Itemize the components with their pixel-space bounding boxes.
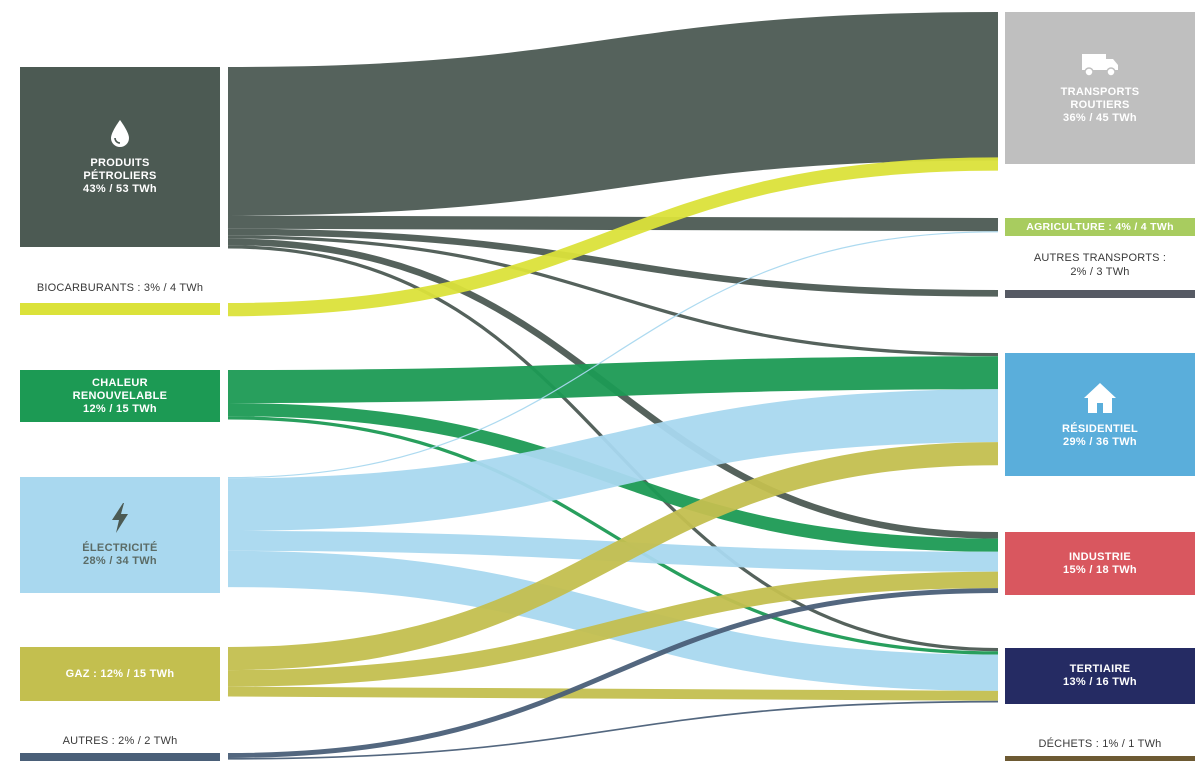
target-agriculture: AGRICULTURE : 4% / 4 TWh <box>1005 218 1195 236</box>
target-residentiel: RÉSIDENTIEL 29% / 36 TWh <box>1005 353 1195 476</box>
source-chaleur-line2: RENOUVELABLE <box>72 389 168 402</box>
source-petrole-value: 43% / 53 TWh <box>83 182 157 195</box>
target-agriculture-label: AGRICULTURE : 4% / 4 TWh <box>1026 220 1174 233</box>
source-bio <box>20 303 220 315</box>
source-chaleur-value: 12% / 15 TWh <box>83 402 157 415</box>
source-petrole: PRODUITS PÉTROLIERS 43% / 53 TWh <box>20 67 220 247</box>
source-elec-line1: ÉLECTRICITÉ <box>82 542 158 554</box>
flow-petrole-to-agriculture <box>227 215 999 232</box>
flow-autres-to-industrie <box>227 588 999 758</box>
target-autres-transports <box>1005 290 1195 298</box>
house-icon <box>1084 382 1116 413</box>
source-autres-label: AUTRES : 2% / 2 TWh <box>62 735 178 747</box>
target-industrie-value: 15% / 18 TWh <box>1063 563 1137 576</box>
target-tertiaire-value: 13% / 16 TWh <box>1063 676 1137 688</box>
target-dechets <box>1005 756 1195 761</box>
source-petrole-line1: PRODUITS <box>90 156 150 169</box>
lightning-icon <box>112 503 128 533</box>
target-autres-transports-label: AUTRES TRANSPORTS : 2% / 3 TWh <box>1005 251 1195 279</box>
flow-petrole-to-autres_transports <box>227 228 999 297</box>
target-transports-line1: TRANSPORTS <box>1060 85 1140 98</box>
target-transports: TRANSPORTS ROUTIERS 36% / 45 TWh <box>1005 12 1195 164</box>
source-petrole-line2: PÉTROLIERS <box>83 169 157 182</box>
drop-icon <box>111 119 129 147</box>
target-autres-transports-line1: AUTRES TRANSPORTS : <box>1033 252 1167 264</box>
source-gaz: GAZ : 12% / 15 TWh <box>20 647 220 701</box>
flow-gaz-to-residentiel <box>227 442 999 671</box>
target-residentiel-line1: RÉSIDENTIEL <box>1061 422 1139 435</box>
target-industrie-line1: INDUSTRIE <box>1069 550 1131 563</box>
target-industrie: INDUSTRIE 15% / 18 TWh <box>1005 532 1195 595</box>
source-elec: ÉLECTRICITÉ 28% / 34 TWh <box>20 477 220 593</box>
flow-chaleur-to-residentiel <box>227 356 999 403</box>
target-tertiaire: TERTIAIRE 13% / 16 TWh <box>1005 648 1195 704</box>
source-bio-label: BIOCARBURANTS : 3% / 4 TWh <box>36 282 204 294</box>
truck-icon <box>1082 53 1118 77</box>
flow-bio-to-transports <box>227 157 999 317</box>
flow-petrole-to-residentiel <box>227 235 999 357</box>
flow-elec-to-residentiel <box>227 389 999 531</box>
flow-layer <box>227 12 999 760</box>
flow-elec-to-agriculture <box>227 231 999 479</box>
flow-gaz-to-tertiaire <box>227 686 999 701</box>
target-autres-transports-line2: 2% / 3 TWh <box>1070 266 1130 278</box>
target-dechets-label: DÉCHETS : 1% / 1 TWh <box>1038 738 1162 750</box>
flow-petrole-to-transports <box>227 12 999 216</box>
source-gaz-label: GAZ : 12% / 15 TWh <box>65 667 175 680</box>
target-tertiaire-line1: TERTIAIRE <box>1069 663 1131 675</box>
source-chaleur-line1: CHALEUR <box>92 376 148 389</box>
flow-chaleur-to-tertiaire <box>227 416 999 655</box>
target-transports-value: 36% / 45 TWh <box>1063 111 1137 124</box>
flow-gaz-to-industrie <box>227 571 999 687</box>
source-autres <box>20 753 220 761</box>
source-chaleur: CHALEUR RENOUVELABLE 12% / 15 TWh <box>20 370 220 422</box>
flow-autres-to-tertiaire <box>227 700 999 760</box>
target-transports-line2: ROUTIERS <box>1070 98 1130 111</box>
target-residentiel-value: 29% / 36 TWh <box>1063 435 1137 448</box>
source-elec-value: 28% / 34 TWh <box>83 555 157 567</box>
